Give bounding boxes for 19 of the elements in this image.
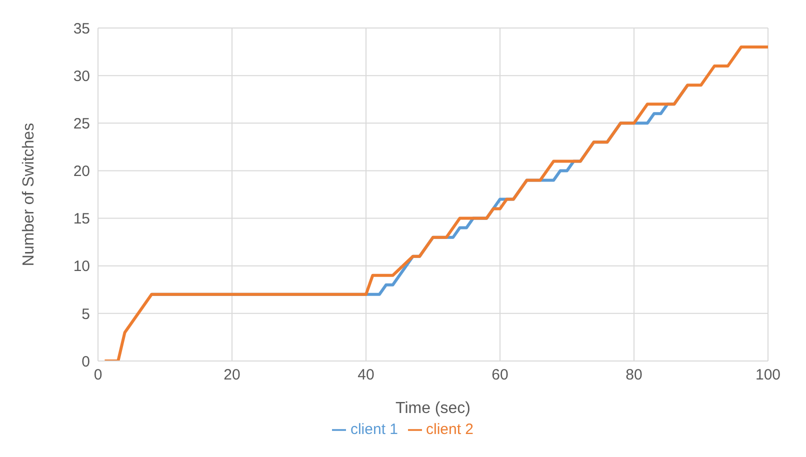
x-tick-label: 100 bbox=[755, 366, 781, 384]
y-tick-label: 5 bbox=[82, 306, 90, 323]
y-tick-label: 15 bbox=[73, 210, 90, 228]
legend-label: client 1 bbox=[350, 421, 398, 438]
y-tick-label: 25 bbox=[73, 115, 90, 132]
y-tick-label: 35 bbox=[73, 20, 90, 38]
y-axis-title: Number of Switches bbox=[20, 122, 38, 266]
y-tick-label: 30 bbox=[73, 68, 90, 85]
x-tick-label: 40 bbox=[358, 366, 374, 384]
x-axis-title: Time (sec) bbox=[396, 400, 470, 417]
y-tick-label: 0 bbox=[82, 353, 90, 370]
x-tick-label: 0 bbox=[94, 366, 102, 384]
x-tick-label: 60 bbox=[492, 366, 508, 384]
x-tick-label: 80 bbox=[626, 366, 642, 384]
legend-label: client 2 bbox=[426, 421, 474, 438]
y-tick-label: 10 bbox=[73, 258, 90, 276]
line-series bbox=[103, 46, 768, 361]
x-tick-label: 20 bbox=[224, 366, 240, 384]
y-tick-label: 20 bbox=[73, 163, 90, 180]
